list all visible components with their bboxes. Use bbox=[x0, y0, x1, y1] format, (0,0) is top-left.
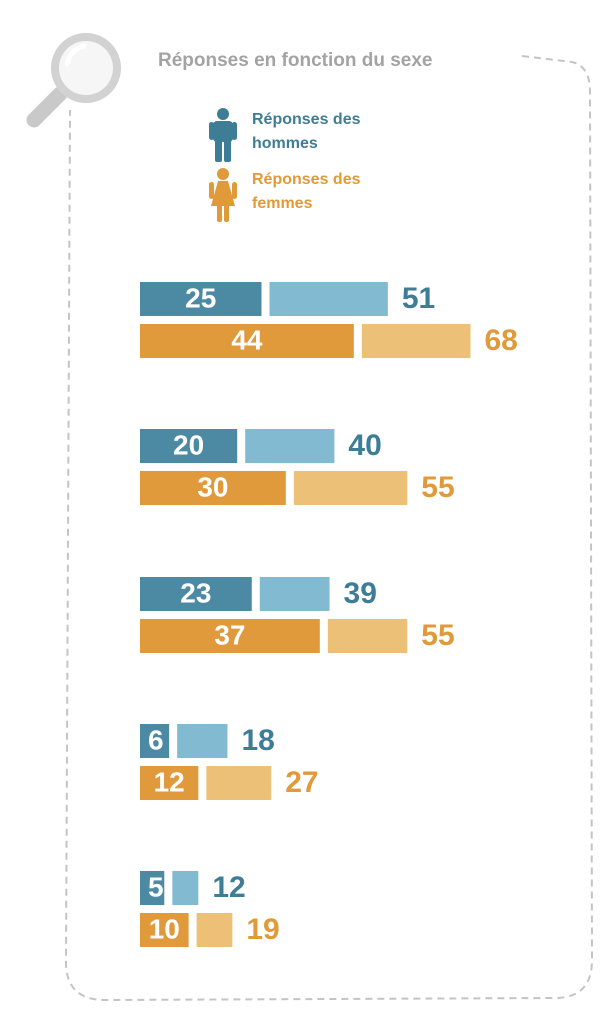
women-2-bar-light bbox=[293, 471, 408, 505]
men-1-bar-light bbox=[269, 282, 388, 316]
women-5-value-dark: 10 bbox=[149, 913, 180, 944]
men-5-bar-light bbox=[172, 871, 199, 905]
magnifier-icon bbox=[26, 33, 121, 128]
men-4-bar-light bbox=[177, 724, 228, 758]
men-2-value-light: 40 bbox=[348, 429, 381, 462]
women-5-value-light: 19 bbox=[246, 913, 279, 946]
women-4-bar-light bbox=[206, 766, 272, 800]
man-icon bbox=[209, 108, 237, 162]
legend-men-label: Réponses des hommes bbox=[252, 111, 361, 152]
women-3-bar-dark bbox=[140, 619, 320, 653]
men-3-value-dark: 23 bbox=[180, 577, 211, 608]
women-4-value-dark: 12 bbox=[154, 766, 185, 797]
men-2-bar-light bbox=[245, 429, 335, 463]
women-3-value-dark: 37 bbox=[214, 619, 245, 650]
women-1-value-dark: 44 bbox=[231, 324, 263, 355]
women-2-bar-dark bbox=[140, 471, 286, 505]
men-4-bar-dark bbox=[140, 724, 170, 758]
men-1-value-light: 51 bbox=[402, 282, 435, 315]
men-1-value-dark: 25 bbox=[185, 282, 216, 313]
legend-women: Réponses des femmes bbox=[208, 168, 392, 222]
chart-title: Réponses en fonction du sexe bbox=[158, 50, 433, 71]
men-4-value-light: 18 bbox=[241, 724, 274, 757]
women-5-bar-light bbox=[196, 913, 233, 947]
woman-icon bbox=[209, 168, 237, 222]
men-3-bar-dark bbox=[140, 577, 252, 611]
women-5-bar-dark bbox=[140, 913, 189, 947]
men-4-value-dark: 6 bbox=[148, 724, 164, 755]
men-2-value-dark: 20 bbox=[173, 429, 204, 460]
women-1-bar-light bbox=[361, 324, 471, 358]
men-1-bar-dark bbox=[140, 282, 262, 316]
legend-women-label: Réponses des femmes bbox=[252, 171, 361, 212]
men-5-value-light: 12 bbox=[212, 871, 245, 904]
men-3-value-light: 39 bbox=[344, 577, 377, 610]
legend-men: Réponses des hommes bbox=[208, 108, 392, 162]
women-2-value-light: 55 bbox=[421, 471, 454, 504]
women-1-bar-dark bbox=[140, 324, 354, 358]
men-3-bar-light bbox=[259, 577, 330, 611]
women-4-bar-dark bbox=[140, 766, 199, 800]
women-1-value-light: 68 bbox=[484, 324, 517, 357]
women-4-value-light: 27 bbox=[285, 766, 318, 799]
women-3-value-light: 55 bbox=[421, 619, 454, 652]
men-2-bar-dark bbox=[140, 429, 238, 463]
women-3-bar-light bbox=[327, 619, 408, 653]
men-5-value-dark: 5 bbox=[148, 871, 164, 902]
men-5-bar-dark bbox=[140, 871, 165, 905]
women-2-value-dark: 30 bbox=[197, 471, 228, 502]
